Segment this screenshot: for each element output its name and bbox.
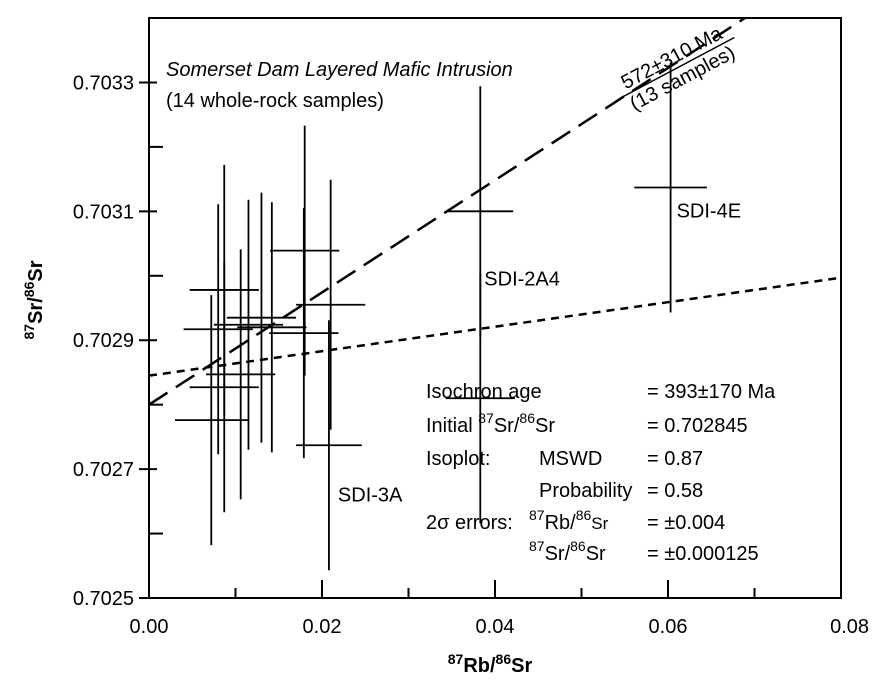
stat-age-label: Isochron age [426,381,542,403]
stat-sr-error-value: = ±0.000125 [647,543,759,565]
x-tick-label: 0.06 [649,616,688,638]
data-point [237,202,307,453]
stat-rb-error-value: = ±0.004 [647,512,725,534]
tick-labels: 0.00 0.02 0.04 0.06 0.08 0.7025 0.7027 0.7029 0.… [73,72,869,638]
isochron-stats: Isochron age = 393±170 Ma Initial 87Sr/8… [426,381,776,565]
y-tick-label: 0.7029 [73,330,134,352]
data-point [183,204,253,455]
x-tick-label: 0.08 [830,616,869,638]
data-points [174,62,707,571]
data-point [206,249,276,500]
y-tick-label: 0.7033 [73,72,134,94]
regression-lines [149,18,841,406]
x-axis-label: 87Rb/86Sr [448,651,533,677]
y-tick-label: 0.7031 [73,201,134,223]
data-point [296,179,366,430]
data-point [447,86,514,337]
point-labels: SDI-2A4 SDI-4E SDI-3A [338,200,741,506]
stat-mswd-label: MSWD [539,448,602,470]
data-point [174,295,248,546]
point-label: SDI-4E [677,200,741,222]
y-axis-label: 87Sr/86Sr [21,260,47,339]
stat-initial-label: Initial 87Sr/86Sr [426,410,555,437]
stat-rb-error-label: 87Rb/86Sr [529,507,609,534]
stat-initial-value: = 0.702845 [647,415,748,437]
axis-ticks [139,81,842,599]
stat-probability-label: Probability [539,480,632,502]
y-tick-label: 0.7027 [73,459,134,481]
point-label: SDI-3A [338,484,403,506]
isochron-13-samples-line [149,18,746,406]
stat-errors-label: 2σ errors: [426,512,513,534]
x-tick-label: 0.02 [303,616,342,638]
point-label: SDI-2A4 [484,268,560,290]
data-point [634,62,707,313]
stat-probability-value: = 0.58 [647,480,703,502]
isochron-line-annotation: 572±310 Ma (13 samples) [618,22,739,115]
chart-subtitle: (14 whole-rock samples) [166,90,384,112]
stat-isoplot-label: Isoplot: [426,448,490,470]
isochron-14-samples-line [149,276,841,377]
y-tick-label: 0.7025 [73,588,134,610]
chart-title: Somerset Dam Layered Mafic Intrusion [166,59,513,81]
stat-age-value: = 393±170 Ma [647,381,776,403]
data-point [270,125,340,376]
data-point [226,192,297,443]
svg-text:87Sr/86Sr: 87Sr/86Sr [21,260,47,339]
x-tick-label: 0.04 [476,616,515,638]
data-point [189,164,259,415]
line-annotation-divider [619,36,735,100]
x-tick-label: 0.00 [130,616,169,638]
data-point [296,320,362,571]
stat-sr-error-label: 87Sr/86Sr [529,538,606,565]
stat-mswd-value: = 0.87 [647,448,703,470]
